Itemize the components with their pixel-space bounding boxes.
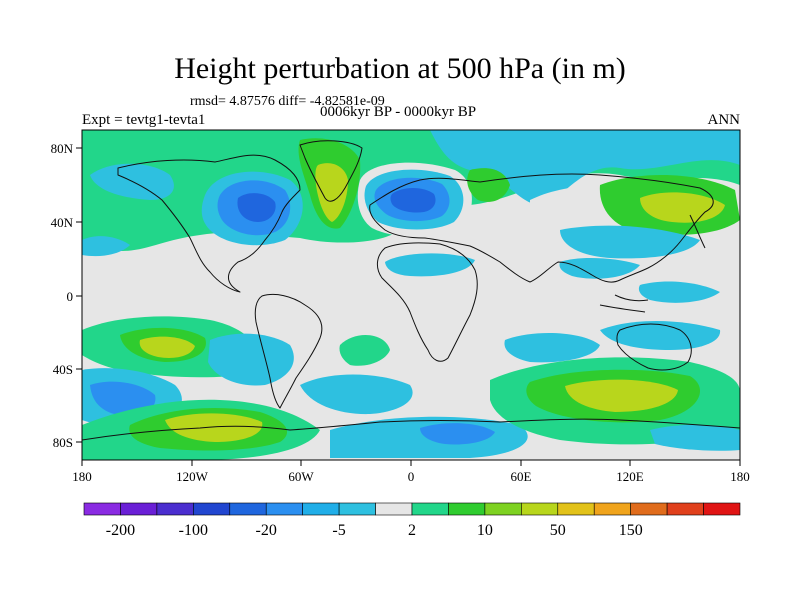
lon-label: 180 bbox=[72, 469, 92, 484]
lon-label: 0 bbox=[408, 469, 415, 484]
colorbar-swatch bbox=[375, 502, 413, 516]
colorbar-swatch bbox=[593, 502, 631, 516]
colorbar-swatch bbox=[338, 502, 376, 516]
coastline-africa bbox=[377, 242, 478, 362]
colorbar-swatch bbox=[666, 502, 704, 516]
lat-label: 80N bbox=[51, 141, 74, 156]
colorbar-swatch bbox=[229, 502, 267, 516]
colorbar-swatch bbox=[484, 502, 522, 516]
lon-labels: 180 120W 60W 0 60E 120E 180 bbox=[72, 469, 750, 484]
period-text: 0006kyr BP - 0000kyr BP bbox=[320, 104, 477, 120]
colorbar-swatch bbox=[302, 502, 340, 516]
lat-labels: 80N 40N 0 40S 80S bbox=[51, 141, 74, 450]
colorbar-swatch bbox=[156, 502, 194, 516]
colorbar-swatch bbox=[120, 502, 158, 516]
contour-region bbox=[560, 225, 700, 259]
colorbar-label: -20 bbox=[256, 522, 277, 539]
contour-field bbox=[82, 130, 740, 460]
colorbar-labels: -200 -100 -20 -5 2 10 50 150 bbox=[106, 522, 643, 539]
coastline-greenland bbox=[299, 140, 363, 202]
colorbar-swatch bbox=[265, 502, 303, 516]
contour-region bbox=[638, 281, 720, 303]
contour-region bbox=[165, 413, 263, 442]
coastlines bbox=[82, 140, 740, 441]
colorbar-label: 2 bbox=[408, 522, 416, 539]
contour-region bbox=[559, 258, 640, 279]
contour-region bbox=[208, 333, 294, 386]
contour-region bbox=[139, 336, 195, 358]
colorbar-swatch bbox=[521, 502, 559, 516]
axis-ticks bbox=[76, 147, 741, 466]
plot-title: Height perturbation at 500 hPa (in m) bbox=[174, 52, 626, 85]
contour-region bbox=[339, 334, 390, 366]
coastline-eurasia bbox=[369, 173, 714, 283]
lat-label: 80S bbox=[53, 435, 73, 450]
colorbar-swatch bbox=[411, 502, 449, 516]
lat-label: 40S bbox=[53, 362, 73, 377]
experiment-text: Expt = tevtg1-tevta1 bbox=[82, 112, 206, 128]
contour-region bbox=[300, 374, 413, 415]
colorbar-label: 10 bbox=[477, 522, 493, 539]
coastline-japan bbox=[689, 214, 706, 249]
stats-text: rmsd= 4.87576 diff= -4.82581e-09 bbox=[190, 94, 385, 109]
lon-label: 120W bbox=[176, 469, 209, 484]
contour-region bbox=[315, 163, 348, 222]
coastline-indonesia bbox=[599, 294, 649, 313]
colorbar-swatch bbox=[193, 502, 231, 516]
coastline-australia bbox=[616, 323, 692, 371]
colorbar-label: 50 bbox=[550, 522, 566, 539]
colorbar bbox=[83, 502, 741, 516]
lat-label: 40N bbox=[51, 215, 74, 230]
contour-region bbox=[385, 253, 475, 277]
colorbar-swatch bbox=[703, 502, 741, 516]
lon-label: 60W bbox=[288, 469, 314, 484]
contour-region bbox=[390, 188, 436, 213]
colorbar-label: -100 bbox=[179, 522, 208, 539]
contour-region bbox=[90, 381, 156, 416]
contour-region bbox=[467, 168, 510, 202]
lon-label: 180 bbox=[730, 469, 750, 484]
contour-region bbox=[650, 424, 740, 451]
contour-region bbox=[237, 193, 276, 222]
colorbar-swatch bbox=[630, 502, 668, 516]
contour-region bbox=[82, 236, 130, 257]
coastline-antarctica bbox=[82, 418, 740, 441]
colorbar-label: -200 bbox=[106, 522, 135, 539]
contour-region bbox=[90, 163, 174, 200]
colorbar-swatch bbox=[448, 502, 486, 516]
season-text: ANN bbox=[707, 112, 741, 128]
colorbar-swatch bbox=[557, 502, 595, 516]
colorbar-label: -5 bbox=[332, 522, 345, 539]
colorbar-swatch bbox=[83, 502, 121, 516]
coastline-north-america bbox=[117, 154, 301, 293]
contour-region bbox=[420, 423, 495, 445]
coastline-south-america bbox=[254, 293, 323, 409]
lon-label: 120E bbox=[616, 469, 644, 484]
colorbar-label: 150 bbox=[619, 522, 643, 539]
contour-region bbox=[640, 192, 725, 223]
contour-region bbox=[565, 379, 678, 412]
lon-label: 60E bbox=[511, 469, 532, 484]
lat-label: 0 bbox=[67, 289, 74, 304]
contour-region bbox=[504, 333, 600, 363]
